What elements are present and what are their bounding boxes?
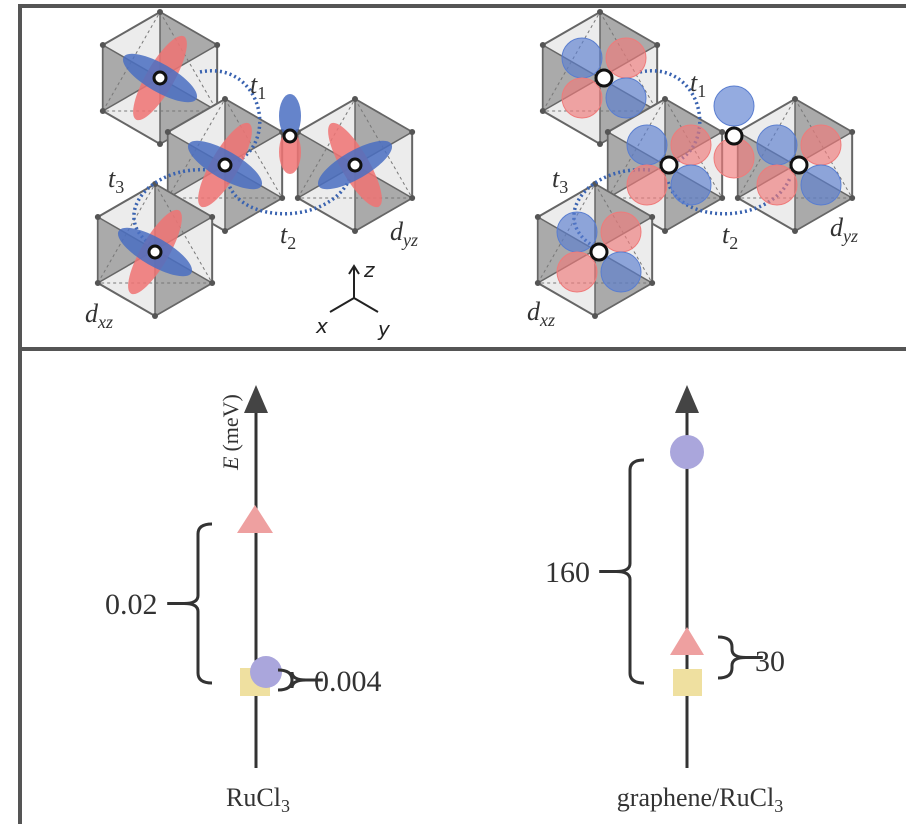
orbital-lobe bbox=[601, 252, 641, 292]
axis-label: y bbox=[377, 317, 391, 341]
hopping-label: t1 bbox=[690, 68, 706, 101]
vertex bbox=[535, 214, 541, 220]
orbital-lobe bbox=[606, 38, 646, 78]
orbital-label: dxz bbox=[85, 299, 113, 332]
orbital-lobe bbox=[606, 78, 646, 118]
vertex bbox=[409, 195, 415, 201]
orbital-lobe bbox=[601, 212, 641, 252]
vertex bbox=[719, 195, 725, 201]
levels bbox=[237, 435, 704, 696]
vertex bbox=[279, 195, 285, 201]
orbital-lobe bbox=[562, 78, 602, 118]
site bbox=[791, 157, 807, 173]
orbital-lobe bbox=[757, 165, 797, 205]
hopping-label: t3 bbox=[552, 164, 568, 197]
site bbox=[154, 72, 166, 84]
vertex bbox=[165, 129, 171, 135]
hopping-label: t2 bbox=[722, 220, 738, 253]
vertex bbox=[849, 129, 855, 135]
gap-label: 160 bbox=[545, 556, 590, 589]
lattice bbox=[95, 9, 855, 319]
orbital-lobe bbox=[801, 165, 841, 205]
vertex bbox=[735, 195, 741, 201]
vertex bbox=[209, 280, 215, 286]
site bbox=[591, 244, 607, 260]
vertex bbox=[792, 228, 798, 234]
system-label: RuCl3 bbox=[226, 783, 290, 816]
gap-label: 30 bbox=[755, 645, 785, 678]
vertex bbox=[662, 228, 668, 234]
vertex bbox=[352, 96, 358, 102]
vertex bbox=[95, 214, 101, 220]
vertex bbox=[597, 141, 603, 147]
figure: t1 t2 t3 dyz dxz z x y t1 t2 t3 dyz dxz … bbox=[0, 0, 906, 824]
gap-label: 0.02 bbox=[105, 588, 158, 621]
orbital-label: dxz bbox=[527, 297, 555, 330]
vertex bbox=[295, 195, 301, 201]
axis-label: z bbox=[363, 258, 375, 282]
axis-label: x bbox=[315, 314, 328, 338]
vertex bbox=[649, 214, 655, 220]
gap-label: 0.004 bbox=[314, 665, 382, 698]
vertex bbox=[95, 280, 101, 286]
vertex bbox=[222, 228, 228, 234]
vertex bbox=[662, 96, 668, 102]
orbital-lobe bbox=[671, 165, 711, 205]
vertex bbox=[849, 195, 855, 201]
orbital-lobe bbox=[562, 38, 602, 78]
site bbox=[149, 246, 161, 258]
orbital-lobe bbox=[757, 125, 797, 165]
site bbox=[726, 128, 742, 144]
orbital-lobe bbox=[801, 125, 841, 165]
vertex bbox=[540, 108, 546, 114]
vertex bbox=[597, 9, 603, 15]
orbital-lobe bbox=[627, 125, 667, 165]
hopping-label: t2 bbox=[280, 220, 296, 253]
vertex bbox=[654, 42, 660, 48]
vertex bbox=[792, 96, 798, 102]
site bbox=[349, 159, 361, 171]
orbital-lobe bbox=[557, 252, 597, 292]
orbital-lobe bbox=[671, 125, 711, 165]
site bbox=[219, 159, 231, 171]
vertex bbox=[540, 42, 546, 48]
vertex bbox=[209, 214, 215, 220]
vertex bbox=[649, 280, 655, 286]
vertex bbox=[100, 42, 106, 48]
vertex bbox=[100, 108, 106, 114]
vertex bbox=[157, 9, 163, 15]
brace bbox=[599, 460, 644, 683]
vertex bbox=[157, 141, 163, 147]
orbital-label: dyz bbox=[390, 217, 418, 250]
vertex bbox=[152, 313, 158, 319]
site bbox=[284, 130, 296, 142]
hopping-label: t3 bbox=[108, 164, 124, 197]
hopping-label: t1 bbox=[250, 70, 266, 103]
vertex bbox=[535, 280, 541, 286]
site bbox=[596, 70, 612, 86]
vertex bbox=[605, 129, 611, 135]
orbital-lobe bbox=[627, 165, 667, 205]
vertex bbox=[719, 129, 725, 135]
orbital-label: dyz bbox=[830, 213, 858, 246]
vertex bbox=[592, 313, 598, 319]
orbital-lobe bbox=[714, 86, 754, 126]
vertex bbox=[214, 42, 220, 48]
vertex bbox=[409, 129, 415, 135]
axis-label: E(meV) bbox=[218, 394, 243, 471]
system-label: graphene/RuCl3 bbox=[617, 783, 783, 816]
orbital-lobe bbox=[557, 212, 597, 252]
brace bbox=[167, 524, 212, 683]
site bbox=[661, 157, 677, 173]
vertex bbox=[352, 228, 358, 234]
vertex bbox=[222, 96, 228, 102]
